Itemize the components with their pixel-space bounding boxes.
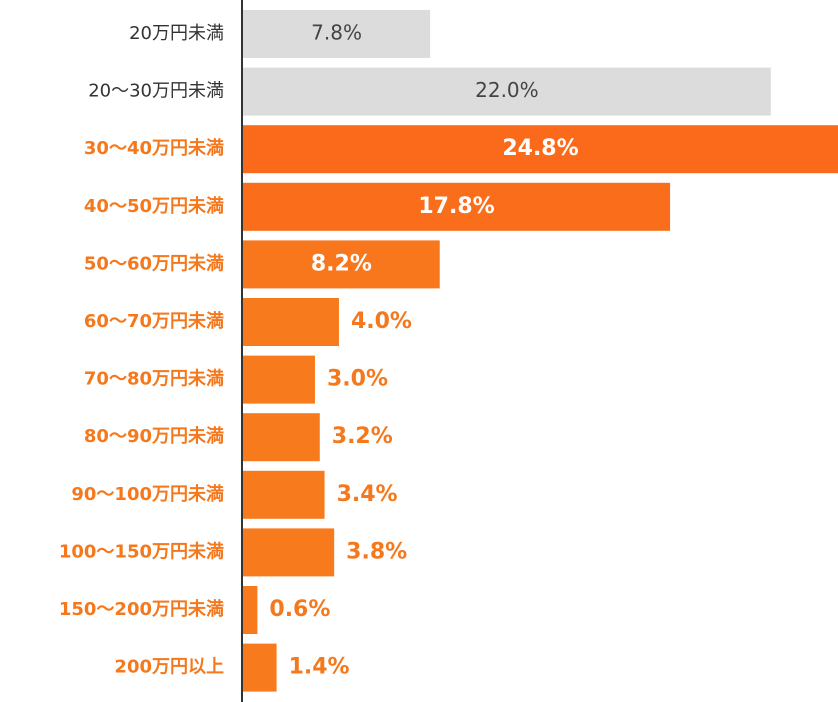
bar xyxy=(243,355,315,404)
bar xyxy=(243,298,339,346)
category-label: 100～150万円未満 xyxy=(59,540,224,562)
category-label: 200万円以上 xyxy=(114,657,224,678)
bar xyxy=(243,125,838,174)
category-label: 30～40万円未満 xyxy=(84,137,224,159)
value-label: 8.2% xyxy=(311,251,372,276)
category-label: 20万円未満 xyxy=(129,23,224,44)
bar xyxy=(243,586,258,634)
value-label: 3.8% xyxy=(346,539,407,564)
value-label: 3.4% xyxy=(337,482,398,507)
value-label: 4.0% xyxy=(351,309,412,334)
value-label: 1.4% xyxy=(289,655,350,680)
category-label: 80～90万円未満 xyxy=(84,425,224,447)
bar xyxy=(243,528,335,577)
category-label: 50～60万円未満 xyxy=(84,252,224,274)
value-label: 0.6% xyxy=(269,597,330,622)
value-label: 24.8% xyxy=(502,136,578,161)
category-label: 150～200万円未満 xyxy=(59,598,224,620)
category-label: 40～50万円未満 xyxy=(84,195,224,217)
bar xyxy=(243,67,771,116)
bar xyxy=(243,643,277,692)
bar xyxy=(243,470,325,519)
category-label: 90～100万円未満 xyxy=(71,483,224,505)
value-label: 3.0% xyxy=(327,367,388,392)
value-label: 22.0% xyxy=(475,78,539,102)
category-label: 20～30万円未満 xyxy=(88,81,224,102)
bar xyxy=(243,10,431,58)
value-label: 7.8% xyxy=(311,21,362,45)
value-label: 3.2% xyxy=(332,424,393,449)
bar xyxy=(243,413,320,462)
bar xyxy=(243,182,671,231)
category-label: 70～80万円未満 xyxy=(84,368,224,390)
category-label: 60～70万円未満 xyxy=(84,310,224,332)
value-label: 17.8% xyxy=(418,194,494,219)
bar xyxy=(243,240,440,289)
